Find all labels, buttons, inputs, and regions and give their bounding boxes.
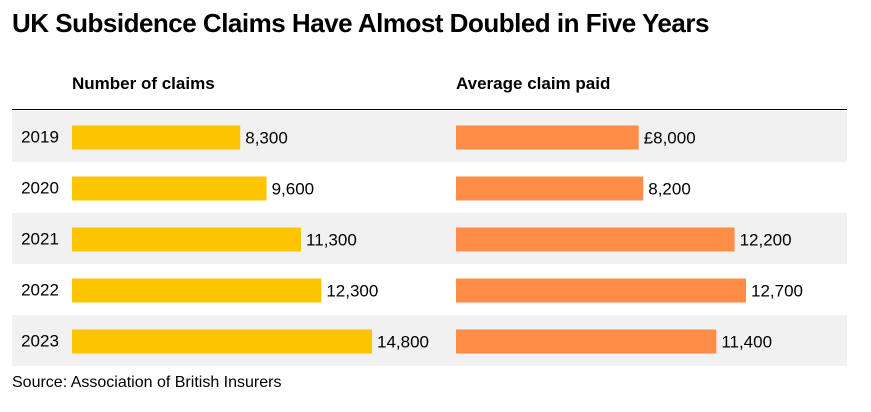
claims-bar xyxy=(72,176,267,201)
year-label: 2019 xyxy=(21,128,59,147)
paid-value-label: £8,000 xyxy=(644,129,696,148)
paid-bar xyxy=(456,176,644,201)
year-label: 2023 xyxy=(21,332,59,351)
year-label: 2022 xyxy=(21,281,59,300)
claims-bar xyxy=(72,227,302,252)
paid-bar xyxy=(456,125,639,150)
paid-value-label: 12,200 xyxy=(740,231,792,250)
header-rule xyxy=(12,109,847,110)
paid-value-label: 12,700 xyxy=(751,282,803,301)
claims-value-label: 12,300 xyxy=(326,282,378,301)
paid-column-header: Average claim paid xyxy=(456,74,611,93)
year-label: 2021 xyxy=(21,230,59,249)
claims-column-header: Number of claims xyxy=(72,74,215,93)
claims-value-label: 8,300 xyxy=(245,129,288,148)
paid-value-label: 11,400 xyxy=(721,333,772,352)
paid-bar xyxy=(456,329,717,354)
claims-value-label: 14,800 xyxy=(377,333,429,352)
paid-bar xyxy=(456,227,735,252)
source-note: Source: Association of British Insurers xyxy=(12,374,282,391)
year-label: 2020 xyxy=(21,179,59,198)
paid-value-label: 8,200 xyxy=(648,180,691,199)
claims-value-label: 11,300 xyxy=(306,231,357,250)
claims-bar xyxy=(72,329,372,354)
claims-value-label: 9,600 xyxy=(272,180,315,199)
claims-bar xyxy=(72,125,241,150)
chart-title: UK Subsidence Claims Have Almost Doubled… xyxy=(12,8,709,38)
paid-bar xyxy=(456,278,746,303)
claims-bar xyxy=(72,278,322,303)
